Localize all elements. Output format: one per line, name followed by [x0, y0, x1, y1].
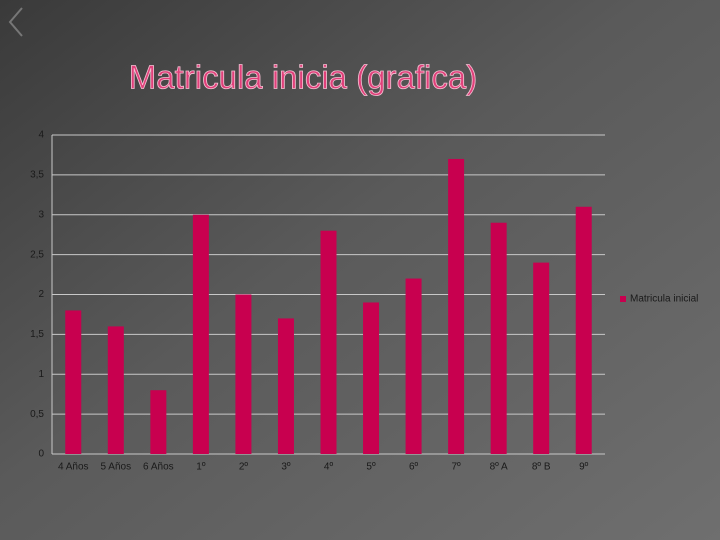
- x-tick-label: 8º A: [490, 462, 508, 473]
- x-tick-label: 5 Años: [101, 462, 132, 473]
- y-tick-label: 1: [38, 369, 44, 380]
- x-tick-label: 6º: [409, 462, 419, 473]
- y-tick-label: 2: [38, 289, 44, 300]
- bar: [533, 262, 550, 454]
- x-tick-label: 4º: [324, 462, 334, 473]
- legend-marker: [620, 296, 626, 302]
- x-tick-label: 9º: [579, 462, 589, 473]
- y-tick-label: 0,5: [30, 409, 44, 420]
- bar: [107, 326, 124, 454]
- bar: [448, 158, 465, 455]
- bar: [277, 318, 294, 454]
- x-tick-label: 3º: [281, 462, 291, 473]
- decoration: [8, 7, 23, 37]
- bar: [363, 302, 380, 454]
- bar: [490, 222, 507, 454]
- x-tick-label: 7º: [452, 462, 462, 473]
- bar: [235, 294, 252, 454]
- x-tick-label: 2º: [239, 462, 249, 473]
- chart-title: Matricula inicia (grafica): [129, 59, 477, 96]
- x-tick-label: 5º: [366, 462, 376, 473]
- y-tick-label: 0: [38, 449, 44, 460]
- x-tick-label: 6 Años: [143, 462, 174, 473]
- x-tick-label: 1º: [196, 462, 206, 473]
- bar: [192, 214, 209, 454]
- y-tick-label: 3,5: [30, 170, 44, 181]
- bar: [150, 390, 167, 454]
- x-tick-label: 4 Años: [58, 462, 89, 473]
- y-tick-label: 1,5: [30, 329, 44, 340]
- bar: [65, 310, 82, 454]
- y-tick-label: 4: [38, 130, 44, 141]
- legend-label: Matricula inicial: [630, 294, 698, 305]
- y-tick-label: 2,5: [30, 249, 44, 260]
- bar: [405, 278, 422, 454]
- bar: [320, 230, 337, 454]
- x-tick-label: 8º B: [532, 462, 551, 473]
- bar: [575, 206, 592, 454]
- y-tick-label: 3: [38, 209, 44, 220]
